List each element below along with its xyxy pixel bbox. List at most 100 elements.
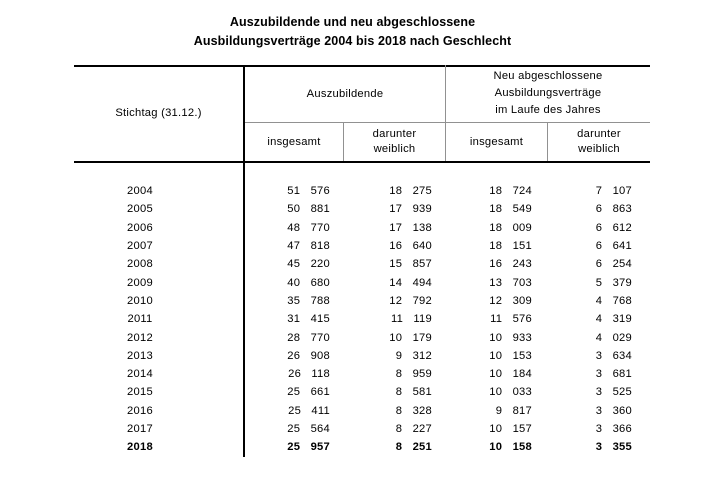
cell-neu-total: 10 157 <box>489 423 532 435</box>
page-title: Auszubildende und neu abgeschlossene Aus… <box>0 13 705 51</box>
title-line-2: Ausbildungsverträge 2004 bis 2018 nach G… <box>193 34 512 48</box>
header-neu-insgesamt: insgesamt <box>469 135 524 148</box>
cell-azubi-female: 8 251 <box>395 441 432 454</box>
cell-neu-total: 10 184 <box>489 368 532 381</box>
cell-neu-total: 10 153 <box>489 349 532 362</box>
cell-neu-female: 3 681 <box>595 368 632 381</box>
header-azubi-insgesamt: insgesamt <box>267 135 321 148</box>
row-year: 2014 <box>127 368 153 381</box>
row-year: 2008 <box>127 258 153 271</box>
group-divider-line <box>445 65 446 161</box>
row-year: 2004 <box>127 185 153 198</box>
table-row: 2011 31 415 11 119 11 576 4 319 <box>74 310 650 328</box>
cell-azubi-female: 8 227 <box>395 423 432 435</box>
table-row: 2006 48 770 17 138 18 009 6 612 <box>74 219 650 237</box>
cell-neu-total: 16 243 <box>489 258 532 271</box>
row-year: 2017 <box>127 423 153 435</box>
table-row: 2010 35 788 12 792 12 309 4 768 <box>74 292 650 310</box>
cell-azubi-total: 26 908 <box>287 349 330 362</box>
sub-divider-line-1 <box>343 123 344 161</box>
table-row: 2012 28 770 10 179 10 933 4 029 <box>74 328 650 346</box>
cell-azubi-female: 17 939 <box>389 203 432 216</box>
cell-neu-total: 12 309 <box>489 294 532 307</box>
table-row: 2013 26 908 9 312 10 153 3 634 <box>74 347 650 365</box>
statistics-table: Stichtag (31.12.) Auszubildende Neu abge… <box>74 65 650 458</box>
row-year: 2005 <box>127 203 153 216</box>
cell-neu-female: 3 366 <box>595 423 632 435</box>
table-row: 2017 25 564 8 227 10 157 3 366 <box>74 420 650 438</box>
table-row: 2005 50 881 17 939 18 549 6 863 <box>74 200 650 218</box>
header-azubi-weiblich: darunter weiblich <box>344 123 445 161</box>
header-azubi-weiblich-line-1: darunter <box>372 128 417 140</box>
row-year: 2010 <box>127 294 153 307</box>
cell-azubi-total: 25 564 <box>287 423 330 435</box>
cell-azubi-female: 15 857 <box>389 258 432 271</box>
cell-neu-female: 3 360 <box>595 404 632 417</box>
table-row: 2008 45 220 15 857 16 243 6 254 <box>74 255 650 273</box>
cell-neu-female: 3 525 <box>595 386 632 399</box>
table-row: 2015 25 661 8 581 10 033 3 525 <box>74 383 650 401</box>
cell-neu-total: 13 703 <box>489 276 532 289</box>
header-group-neu-line-3: im Laufe des Jahres <box>495 104 601 116</box>
cell-azubi-total: 26 118 <box>288 368 330 381</box>
header-bottom-border <box>74 161 650 163</box>
cell-azubi-total: 40 680 <box>287 276 330 289</box>
sub-divider-line-2 <box>547 123 548 161</box>
cell-azubi-total: 28 770 <box>287 331 330 344</box>
table-row: 2018 25 957 8 251 10 158 3 355 <box>74 438 650 456</box>
cell-neu-female: 6 254 <box>595 258 632 271</box>
cell-azubi-total: 51 576 <box>287 185 330 198</box>
cell-azubi-total: 47 818 <box>287 240 330 253</box>
cell-azubi-female: 8 328 <box>395 404 432 417</box>
cell-neu-female: 7 107 <box>595 185 632 198</box>
cell-neu-total: 18 549 <box>489 203 532 216</box>
cell-azubi-female: 14 494 <box>389 276 432 289</box>
cell-neu-female: 4 319 <box>595 313 632 326</box>
header-stichtag: Stichtag (31.12.) <box>115 107 202 119</box>
cell-neu-female: 3 355 <box>595 441 632 454</box>
cell-neu-female: 6 863 <box>595 203 632 216</box>
cell-azubi-total: 45 220 <box>287 258 330 271</box>
cell-azubi-female: 8 581 <box>395 386 432 399</box>
row-year: 2018 <box>127 441 153 454</box>
header-neu-weiblich-line-2: weiblich <box>578 143 620 155</box>
cell-azubi-female: 16 640 <box>389 240 432 253</box>
cell-azubi-female: 17 138 <box>389 221 432 234</box>
cell-azubi-total: 25 957 <box>287 441 330 454</box>
header-group-neu-line-2: Ausbildungsverträge <box>494 87 602 99</box>
cell-azubi-total: 25 661 <box>287 386 330 399</box>
cell-neu-female: 4 029 <box>595 331 632 344</box>
cell-azubi-female: 11 119 <box>390 313 432 326</box>
header-group-neu-vertraege: Neu abgeschlossene Ausbildungsverträge i… <box>446 65 650 122</box>
cell-neu-total: 10 933 <box>489 331 532 344</box>
row-year: 2007 <box>127 240 153 253</box>
cell-azubi-total: 31 415 <box>287 313 330 326</box>
row-year: 2012 <box>127 331 153 344</box>
header-neu-weiblich: darunter weiblich <box>548 123 650 161</box>
cell-neu-female: 5 379 <box>595 276 632 289</box>
cell-neu-total: 18 009 <box>489 221 532 234</box>
row-year: 2015 <box>127 386 153 399</box>
table-row: 2004 51 576 18 275 18 724 7 107 <box>74 182 650 200</box>
table-row: 2014 26 118 8 959 10 184 3 681 <box>74 365 650 383</box>
row-year: 2009 <box>127 276 153 289</box>
cell-azubi-total: 35 788 <box>287 294 330 307</box>
cell-azubi-total: 50 881 <box>287 203 330 216</box>
header-neu-weiblich-line-1: darunter <box>577 128 621 140</box>
stichtag-column-divider-line <box>243 65 245 457</box>
header-group-auszubildende: Auszubildende <box>306 87 384 100</box>
cell-azubi-female: 9 312 <box>395 349 432 362</box>
row-year: 2006 <box>127 221 153 234</box>
title-line-1: Auszubildende und neu abgeschlossene <box>229 15 476 29</box>
header-sub-divider-line <box>244 122 650 123</box>
cell-azubi-female: 10 179 <box>389 331 432 344</box>
row-year: 2011 <box>127 313 153 326</box>
table-top-border <box>74 65 650 67</box>
cell-neu-total: 10 158 <box>489 441 532 454</box>
cell-neu-female: 6 641 <box>595 240 632 253</box>
cell-neu-female: 4 768 <box>595 294 632 307</box>
cell-azubi-total: 48 770 <box>287 221 330 234</box>
table-row: 2016 25 411 8 328 9 817 3 360 <box>74 402 650 420</box>
cell-neu-total: 10 033 <box>489 386 532 399</box>
